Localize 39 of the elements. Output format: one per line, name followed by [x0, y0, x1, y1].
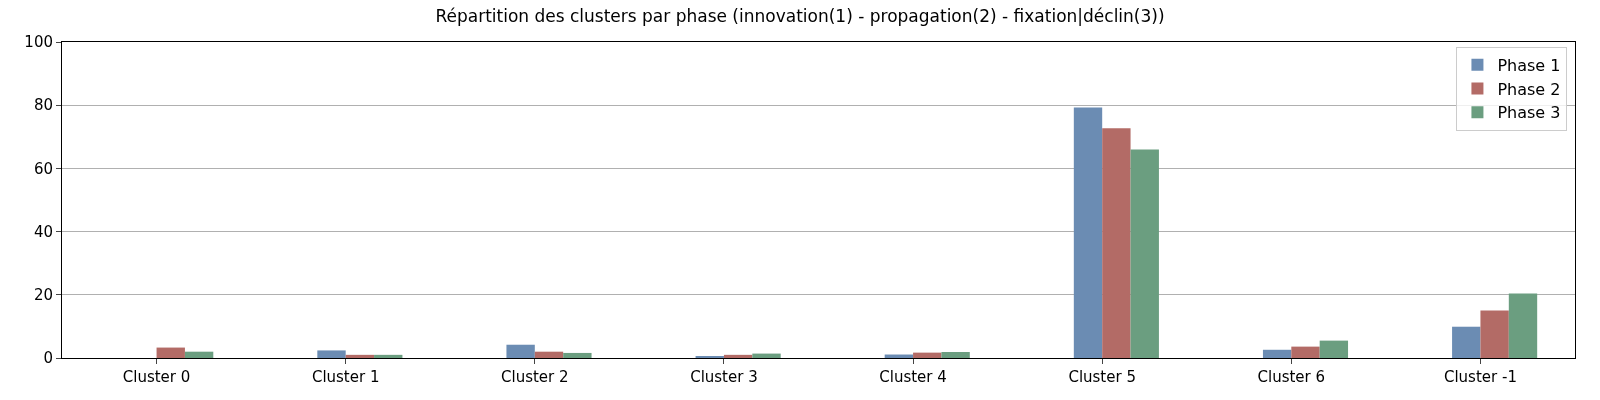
x-tick-label: Cluster 1 [311, 368, 380, 386]
bar [913, 352, 942, 358]
legend-label: Phase 1 [1497, 55, 1561, 75]
bar [506, 344, 535, 358]
x-tick-label: Cluster 4 [879, 368, 947, 386]
y-tick-label: 20 [33, 286, 53, 305]
x-tick-label: Cluster -1 [1443, 368, 1517, 386]
y-tick-label: 60 [33, 159, 53, 178]
bar [317, 350, 346, 358]
bar [1291, 346, 1320, 358]
bar [156, 347, 185, 358]
x-tick-label: Cluster 0 [122, 368, 191, 386]
bar [563, 352, 592, 358]
bar [1319, 340, 1349, 358]
x-tick-label: Cluster 3 [690, 368, 758, 386]
bar [374, 354, 403, 358]
bar [723, 354, 753, 358]
legend-label: Phase 2 [1497, 79, 1561, 99]
y-tick-label: 0 [43, 349, 53, 368]
bar [1073, 107, 1103, 358]
bar [752, 353, 781, 358]
bar [534, 351, 564, 358]
bar [1508, 293, 1538, 358]
chart-title: Répartition des clusters par phase (innovation(1) - propagation(2) - fixation|déclin(3)) [435, 5, 1165, 26]
bar [1480, 310, 1509, 358]
x-tick-label: Cluster 5 [1068, 368, 1136, 386]
y-tick-label: 100 [24, 33, 53, 52]
bar [1452, 326, 1481, 358]
x-tick-label: Cluster 6 [1257, 368, 1326, 386]
legend-label: Phase 3 [1497, 103, 1561, 123]
bar [345, 354, 375, 358]
x-tick-label: Cluster 2 [501, 368, 569, 386]
y-tick-label: 40 [33, 222, 53, 241]
bar [941, 352, 970, 358]
bar [1102, 128, 1131, 358]
y-tick-label: 80 [33, 96, 53, 115]
bar [1130, 149, 1159, 358]
bar [1262, 349, 1292, 358]
bar [184, 351, 214, 358]
